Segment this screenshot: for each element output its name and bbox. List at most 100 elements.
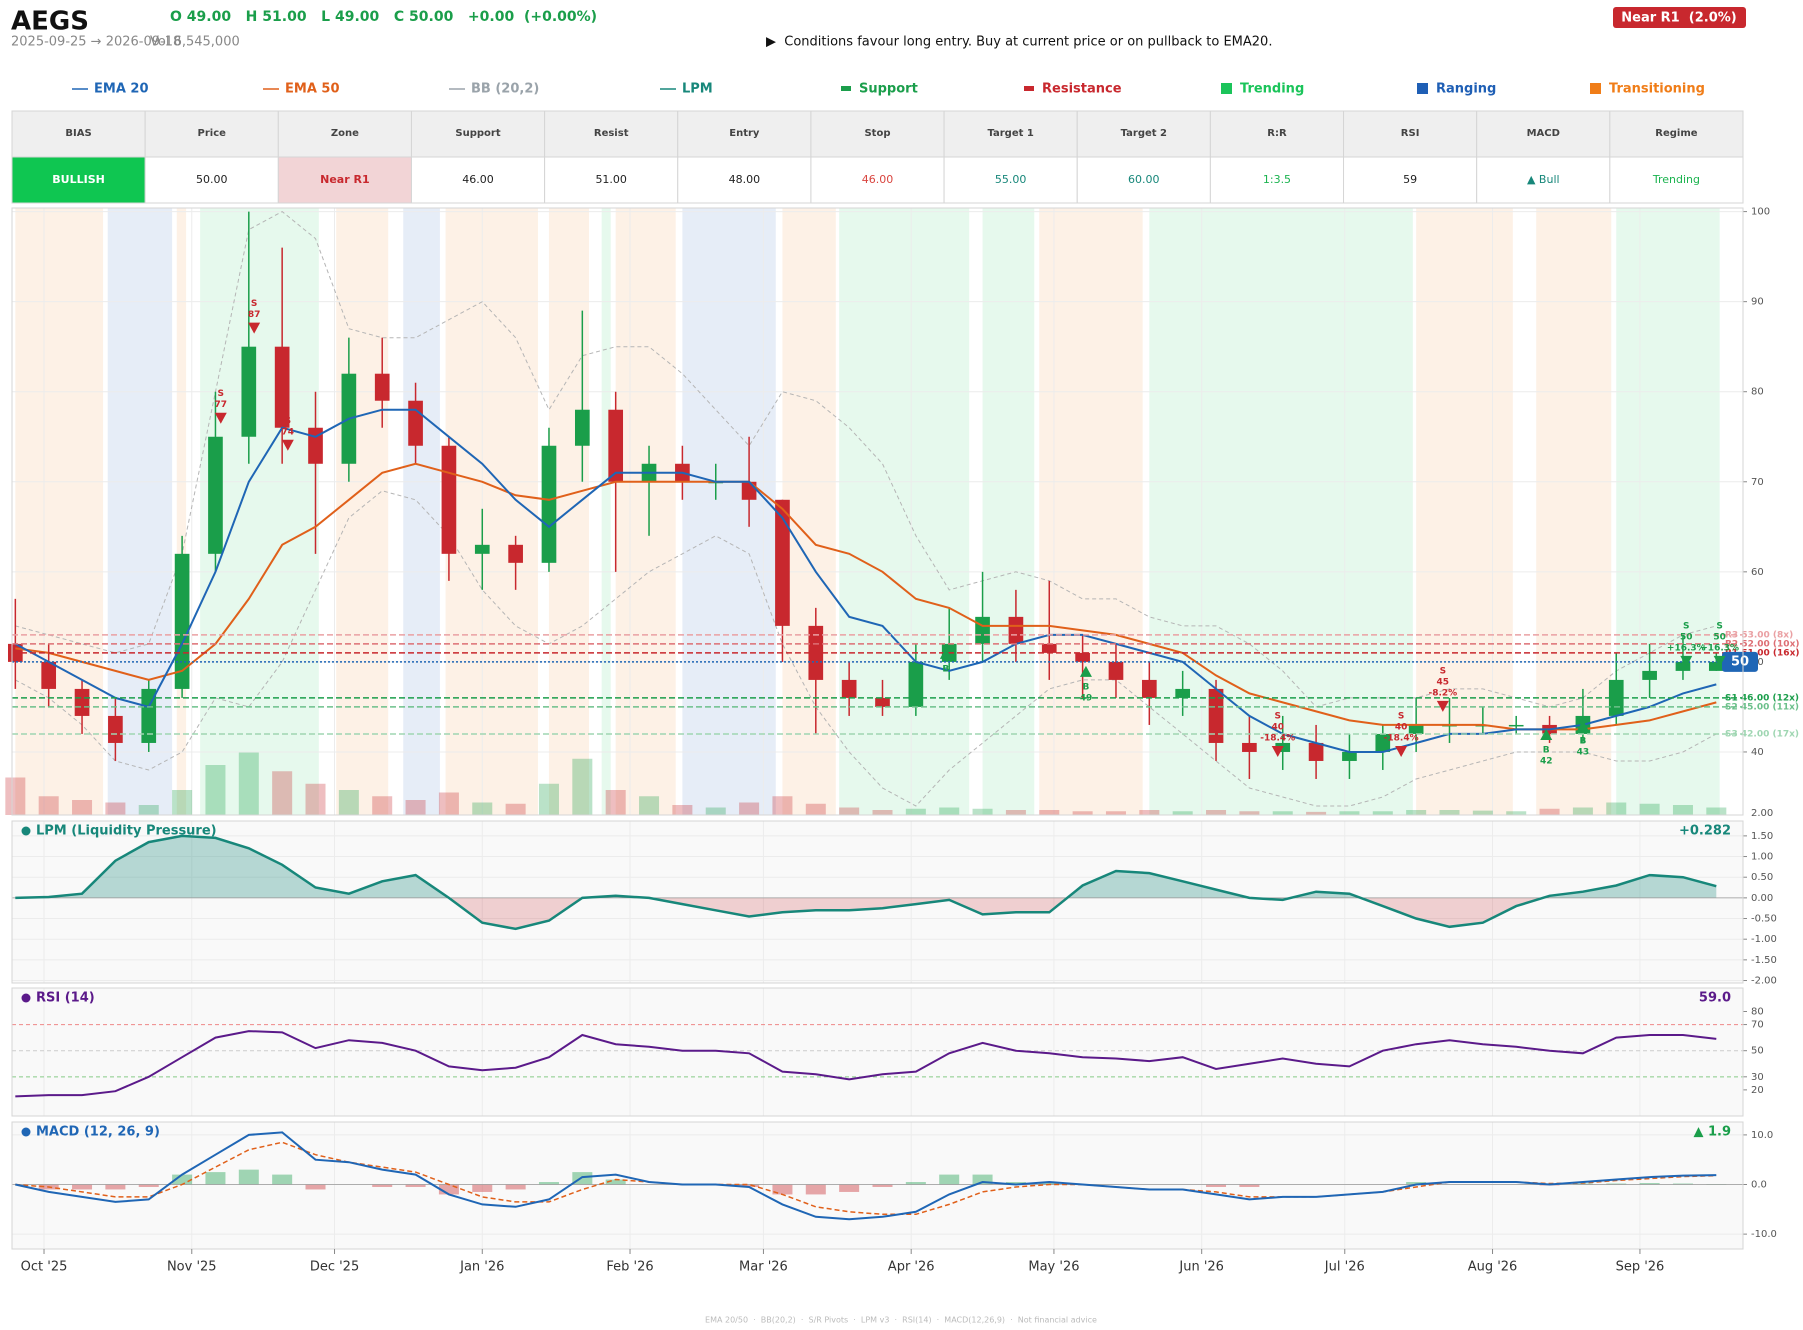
table-cell <box>144 156 279 204</box>
candle-body <box>1408 724 1424 734</box>
candle-body <box>408 400 423 446</box>
panel-frame <box>11 820 1744 984</box>
level-label: R1 51.00 (16x) <box>1725 648 1799 658</box>
panel-frame <box>11 987 1744 1117</box>
candle-body <box>174 553 190 689</box>
candle-body <box>1675 661 1691 671</box>
volume-bar <box>605 790 626 815</box>
volume-bar <box>438 792 459 815</box>
table-header: Price <box>198 128 227 139</box>
buy-marker <box>1540 728 1553 740</box>
histogram-bar <box>1639 1183 1660 1185</box>
regime-band <box>176 208 187 815</box>
regime-band <box>1536 208 1612 815</box>
table-header: R:R <box>1267 128 1287 139</box>
y-tick-label: 70 <box>1751 1020 1764 1031</box>
volume-bar <box>1172 811 1193 815</box>
legend-label: Resistance <box>1042 82 1122 97</box>
table-header: Entry <box>729 128 760 139</box>
y-tick-label: 10.0 <box>1751 1130 1773 1141</box>
histogram-bar <box>1406 1182 1427 1185</box>
signal-label: -18.4% <box>1384 733 1419 743</box>
histogram-bar <box>739 1184 760 1187</box>
histogram-bar <box>72 1184 93 1190</box>
table-value: 51.00 <box>595 173 627 186</box>
signal-label: 74 <box>282 427 295 437</box>
table-cell <box>544 156 679 204</box>
candle-body <box>1508 724 1524 727</box>
x-tick-label: Feb '26 <box>606 1260 653 1275</box>
y-tick-label: 0.0 <box>1751 1180 1767 1191</box>
candle-body <box>41 661 57 689</box>
signal-label: S <box>218 389 224 399</box>
volume-bar <box>1139 810 1160 815</box>
x-tick-label: Jun '26 <box>1178 1260 1224 1275</box>
histogram-bar <box>205 1172 226 1185</box>
legend-swatch <box>1024 86 1034 91</box>
signal-label: S <box>285 416 291 426</box>
histogram-bar <box>939 1174 960 1185</box>
regime-band <box>1416 208 1513 815</box>
candle-body <box>608 409 624 482</box>
signal-label: S <box>1716 621 1722 631</box>
volume-bar <box>238 752 259 815</box>
x-tick-label: May '26 <box>1028 1260 1079 1275</box>
table-value: 48.00 <box>729 173 761 186</box>
table-header-cell <box>144 110 279 158</box>
candle-body <box>374 373 390 401</box>
y-tick-label: -10.0 <box>1751 1229 1777 1240</box>
volume-bar <box>805 803 826 815</box>
table-value: 1:3.5 <box>1263 173 1291 186</box>
signal-label: 49 <box>1080 693 1093 703</box>
table-header-cell <box>810 110 945 158</box>
regime-band <box>782 208 836 815</box>
sell-marker <box>281 439 294 451</box>
volume-bar <box>1105 811 1126 815</box>
histogram-bar <box>1572 1183 1593 1185</box>
legend-label: Trending <box>1240 82 1304 97</box>
candle-body <box>1342 751 1357 761</box>
signal-label: B <box>1579 736 1586 746</box>
lpm-area-negative <box>15 897 1543 929</box>
legend-swatch <box>1417 83 1428 94</box>
candle-body <box>1141 679 1157 698</box>
table-header-cell <box>544 110 679 158</box>
volume-bar <box>639 796 660 815</box>
regime-band <box>982 208 1035 815</box>
candle-body <box>1708 661 1724 671</box>
signal-label: S <box>1683 621 1689 631</box>
lpm-area-positive <box>15 835 1717 898</box>
legend-label: Ranging <box>1436 82 1496 97</box>
volume-bar <box>1005 810 1026 815</box>
macd-line <box>15 1131 1717 1221</box>
candle-body <box>74 688 90 716</box>
table-cell <box>410 156 546 204</box>
volume-bar <box>872 810 893 815</box>
volume-bar <box>1406 810 1427 815</box>
legend-swatch <box>1221 83 1232 94</box>
sell-marker <box>1436 700 1449 712</box>
table-header: Resist <box>594 128 629 139</box>
table-cell <box>1209 156 1345 204</box>
histogram-bar <box>605 1179 626 1185</box>
table-header-cell <box>1076 110 1211 158</box>
table-value: 46.00 <box>462 173 494 186</box>
candle-body <box>908 661 924 707</box>
footer: EMA 20/50 · BB(20,2) · S/R Pivots · LPM … <box>705 1316 1097 1325</box>
regime-band <box>1616 208 1720 815</box>
regime-band <box>601 208 611 815</box>
table-header-cell <box>1476 110 1611 158</box>
candle-body <box>1175 688 1191 698</box>
bollinger-band <box>15 211 1717 708</box>
table-value: BULLISH <box>52 173 105 186</box>
volume-bar <box>1072 811 1093 815</box>
histogram-bar <box>839 1184 860 1192</box>
rsi-line <box>15 1030 1717 1098</box>
candle-body <box>208 436 223 554</box>
sell-marker <box>248 322 261 334</box>
panel-value: 59.0 <box>1699 991 1731 1006</box>
histogram-bar <box>1039 1182 1060 1185</box>
table-value: 50.00 <box>196 173 228 186</box>
candle-body <box>1242 742 1257 752</box>
candle-body <box>775 499 790 626</box>
